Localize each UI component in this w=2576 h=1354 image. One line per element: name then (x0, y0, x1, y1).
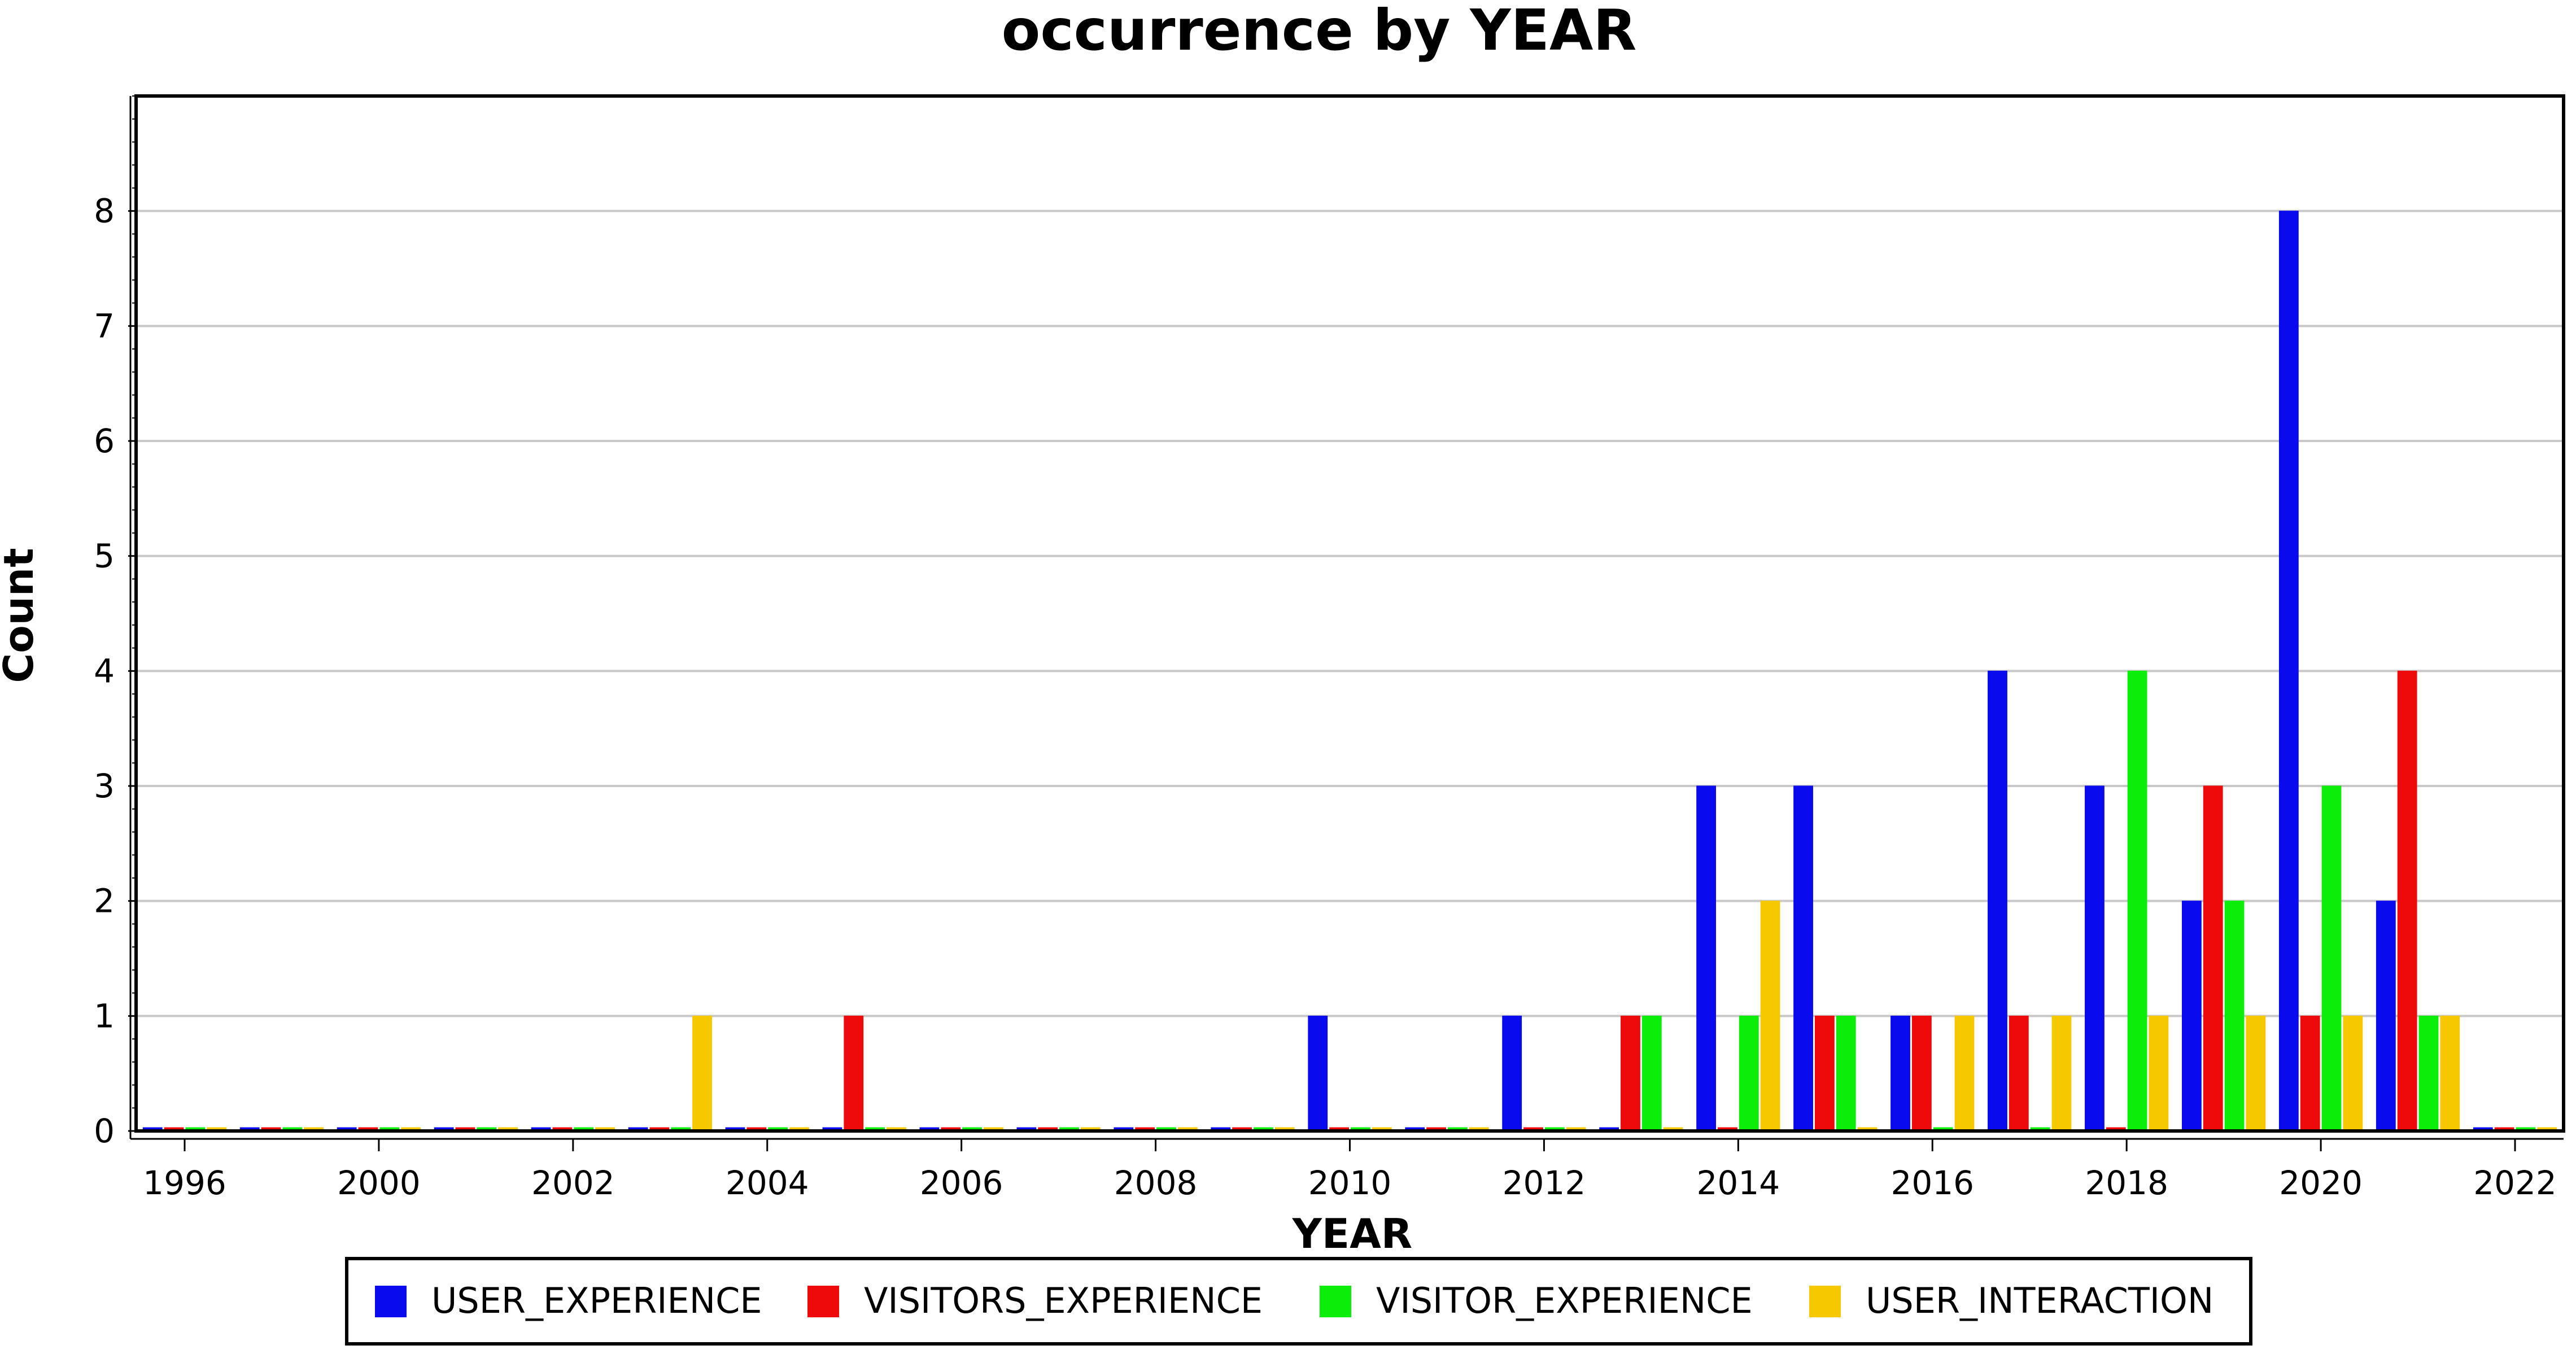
bar-user-interaction-2020 (2343, 1015, 2363, 1132)
x-tick-label: 2000 (337, 1164, 421, 1202)
bar-visitors-experience-2013 (1621, 1015, 1640, 1132)
legend-swatch (1320, 1286, 1351, 1317)
plot-area (136, 96, 2564, 1131)
bar-user-interaction-2017 (2051, 1015, 2072, 1132)
bar-visitor-experience-2021 (2418, 1015, 2439, 1132)
bar-user-interaction-2018 (2149, 1015, 2169, 1132)
bar-user-interaction-2016 (1954, 1015, 1975, 1132)
y-tick-label: 2 (94, 882, 115, 920)
x-tick-label: 2020 (2279, 1164, 2363, 1202)
bar-user-interaction-2019 (2246, 1015, 2266, 1132)
bar-visitor-experience-2014 (1739, 1015, 1759, 1132)
bar-visitor-experience-2019 (2224, 901, 2245, 1132)
y-tick-label: 8 (94, 192, 115, 230)
bar-visitors-experience-2016 (1911, 1015, 1932, 1132)
x-tick-label: 2022 (2473, 1164, 2557, 1202)
legend-label: VISITORS_EXPERIENCE (864, 1280, 1263, 1321)
bar-user-experience-2012 (1502, 1015, 1522, 1132)
legend-swatch (375, 1286, 407, 1317)
bar-visitor-experience-2018 (2127, 670, 2147, 1132)
y-tick-label: 7 (94, 307, 115, 345)
bar-visitor-experience-2020 (2321, 785, 2342, 1132)
y-tick-label: 1 (94, 997, 115, 1035)
y-axis-label: Count (0, 548, 42, 683)
bar-visitors-experience-2020 (2300, 1015, 2320, 1132)
bar-visitors-experience-2019 (2203, 785, 2223, 1132)
x-axis-label: YEAR (1292, 1210, 1412, 1257)
bar-user-interaction-2014 (1760, 901, 1780, 1132)
bar-user-experience-2017 (1988, 670, 2007, 1132)
bar-user-experience-2019 (2181, 901, 2202, 1132)
bar-user-experience-2010 (1308, 1015, 1328, 1132)
bar-user-experience-2021 (2376, 901, 2396, 1132)
x-tick-label: 2004 (726, 1164, 809, 1202)
chart-title: occurrence by YEAR (1002, 0, 1637, 63)
x-tick-label: 2014 (1697, 1164, 1780, 1202)
y-tick-label: 5 (94, 537, 115, 575)
legend-swatch (1809, 1286, 1841, 1317)
bar-user-interaction-2021 (2440, 1015, 2460, 1132)
bar-user-experience-2020 (2278, 211, 2299, 1132)
bar-visitor-experience-2013 (1641, 1015, 1662, 1132)
bar-user-experience-2014 (1696, 785, 1717, 1132)
legend-label: VISITOR_EXPERIENCE (1376, 1280, 1753, 1321)
bar-visitor-experience-2015 (1836, 1015, 1856, 1132)
bar-visitors-experience-2021 (2397, 670, 2417, 1132)
y-tick-label: 4 (94, 652, 115, 690)
plot-frame (134, 94, 2565, 1133)
legend (345, 1257, 2252, 1346)
x-tick-label: 2016 (1890, 1164, 1974, 1202)
x-tick-label: 1996 (143, 1164, 226, 1202)
bar-user-experience-2015 (1793, 785, 1813, 1132)
bar-visitors-experience-2015 (1814, 1015, 1835, 1132)
x-tick-label: 2018 (2085, 1164, 2168, 1202)
bar-user-experience-2018 (2085, 785, 2105, 1132)
bar-user-interaction-2003 (692, 1015, 712, 1132)
x-tick-label: 2006 (920, 1164, 1003, 1202)
bar-user-experience-2016 (1890, 1015, 1910, 1132)
x-tick-label: 2010 (1308, 1164, 1392, 1202)
y-tick-label: 6 (94, 422, 115, 460)
y-tick-label: 0 (94, 1112, 115, 1150)
x-tick-label: 2008 (1114, 1164, 1198, 1202)
y-tick-label: 3 (94, 767, 115, 805)
bar-visitors-experience-2017 (2009, 1015, 2029, 1132)
legend-swatch (807, 1286, 839, 1317)
bar-visitors-experience-2005 (844, 1015, 864, 1132)
legend-label: USER_INTERACTION (1866, 1280, 2213, 1321)
x-tick-label: 2012 (1503, 1164, 1586, 1202)
x-tick-label: 2002 (531, 1164, 615, 1202)
legend-label: USER_EXPERIENCE (431, 1280, 762, 1321)
